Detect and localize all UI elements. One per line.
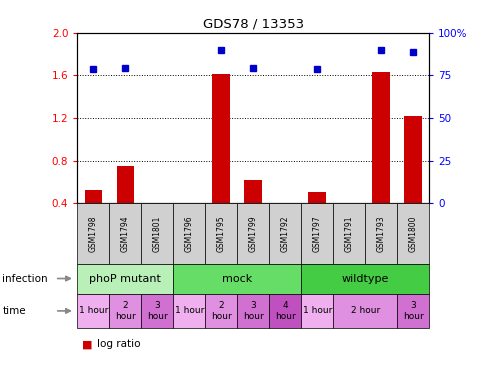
Text: time: time [2, 306, 26, 316]
Bar [84, 190, 102, 203]
Bar [269, 294, 301, 328]
Text: 3
hour: 3 hour [147, 301, 168, 321]
Bar [365, 203, 397, 264]
Text: GSM1791: GSM1791 [345, 215, 354, 251]
Text: wildtype: wildtype [341, 273, 389, 284]
Text: GSM1801: GSM1801 [153, 215, 162, 251]
Bar [213, 74, 230, 203]
Bar [173, 294, 205, 328]
Bar [301, 294, 333, 328]
Text: 2
hour: 2 hour [211, 301, 232, 321]
Bar [109, 294, 141, 328]
Text: GSM1799: GSM1799 [249, 215, 258, 252]
Bar [117, 166, 134, 203]
Text: GSM1794: GSM1794 [121, 215, 130, 252]
Bar [333, 294, 397, 328]
Text: GSM1796: GSM1796 [185, 215, 194, 252]
Bar [173, 264, 301, 294]
Bar [77, 203, 109, 264]
Text: phoP mutant: phoP mutant [89, 273, 161, 284]
Text: ■: ■ [82, 339, 93, 349]
Bar [237, 294, 269, 328]
Bar [237, 203, 269, 264]
Text: GSM1800: GSM1800 [409, 215, 418, 251]
Bar [404, 116, 422, 203]
Title: GDS78 / 13353: GDS78 / 13353 [203, 17, 304, 30]
Bar [301, 264, 429, 294]
Text: GSM1795: GSM1795 [217, 215, 226, 252]
Bar [77, 264, 173, 294]
Text: GSM1798: GSM1798 [89, 215, 98, 251]
Text: log ratio: log ratio [97, 339, 141, 349]
Text: 1 hour: 1 hour [79, 306, 108, 315]
Bar [109, 203, 141, 264]
Text: 3
hour: 3 hour [403, 301, 424, 321]
Bar [245, 180, 262, 203]
Text: GSM1792: GSM1792 [281, 215, 290, 251]
Bar [397, 203, 429, 264]
Bar [205, 294, 237, 328]
Bar [205, 203, 237, 264]
Text: 4
hour: 4 hour [275, 301, 295, 321]
Text: GSM1793: GSM1793 [377, 215, 386, 252]
Bar [372, 72, 390, 203]
Bar [301, 203, 333, 264]
Bar [269, 203, 301, 264]
Text: mock: mock [222, 273, 252, 284]
Bar [397, 294, 429, 328]
Text: GSM1797: GSM1797 [313, 215, 322, 252]
Bar [141, 294, 173, 328]
Text: 2 hour: 2 hour [351, 306, 380, 315]
Text: 3
hour: 3 hour [243, 301, 263, 321]
Text: 1 hour: 1 hour [175, 306, 204, 315]
Text: infection: infection [2, 273, 48, 284]
Bar [173, 203, 205, 264]
Bar [141, 203, 173, 264]
Bar [308, 193, 326, 203]
Text: 2
hour: 2 hour [115, 301, 136, 321]
Bar [333, 203, 365, 264]
Text: 1 hour: 1 hour [302, 306, 332, 315]
Bar [77, 294, 109, 328]
